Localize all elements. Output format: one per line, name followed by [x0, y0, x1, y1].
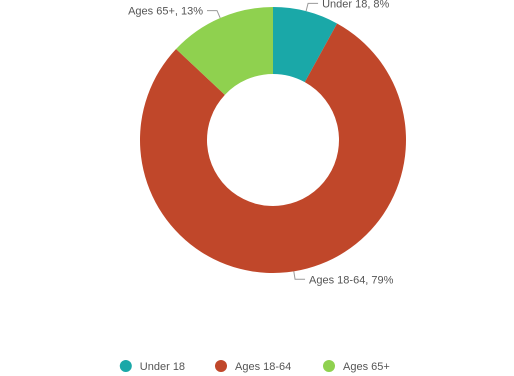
leader-line-ages-65	[207, 10, 221, 19]
legend-label-under-18[interactable]: Under 18	[140, 361, 185, 373]
slice-ages-18-64	[140, 23, 407, 273]
legend-swatch-under-18	[119, 360, 132, 372]
slice-under-18	[273, 7, 338, 83]
slice-ages-65	[176, 7, 273, 95]
chart-slices	[140, 7, 407, 273]
legend-label-ages-65[interactable]: Ages 65+	[343, 361, 390, 373]
legend-swatch-ages-65	[323, 360, 335, 372]
data-label-ages-18-64: Ages 18-64, 79%	[309, 274, 394, 286]
legend-label-ages-18-64[interactable]: Ages 18-64	[235, 361, 291, 373]
data-label-under-18: Under 18, 8%	[322, 0, 389, 10]
chart-data-labels: Under 18, 8% Ages 18-64, 79% Ages 65+, 13%	[128, 0, 394, 286]
chart-legend: Under 18 Ages 18-64 Ages 65+	[119, 360, 390, 373]
data-label-ages-65: Ages 65+, 13%	[128, 6, 203, 18]
legend-swatch-ages-18-64	[215, 360, 227, 372]
leader-line-ages-18-64	[293, 271, 306, 280]
leader-line-under-18	[305, 2, 319, 12]
